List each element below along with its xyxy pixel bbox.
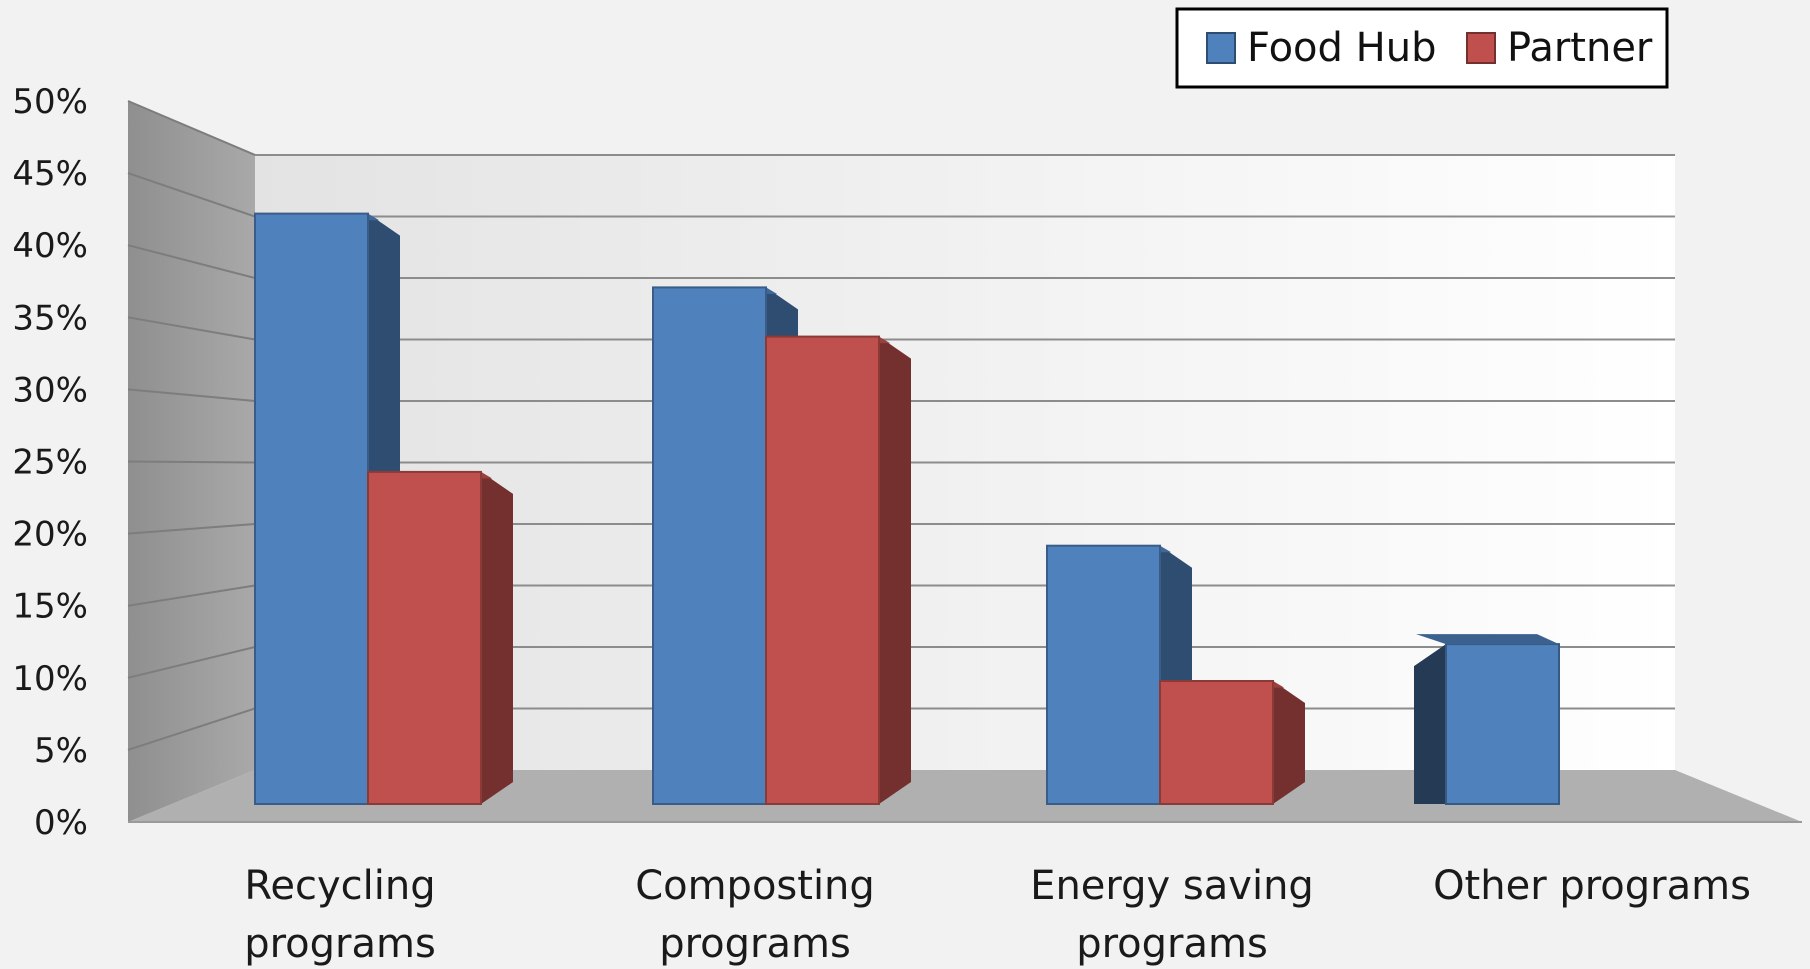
legend-swatch [1466, 32, 1496, 64]
category-label: Recycling programs [244, 863, 436, 967]
legend-box [1175, 7, 1669, 89]
category-label-line: Other programs [1433, 863, 1751, 909]
bar-partner [1159, 680, 1305, 805]
category-label-line: Composting [635, 863, 875, 909]
side-gridline [127, 646, 256, 679]
legend-swatch [1206, 32, 1236, 64]
side-gridline [127, 316, 256, 341]
legend-label: Partner [1507, 25, 1653, 71]
y-axis-ticks: 0% 5% 10% 15% 20% 25% 30% 35% 40% 45% 50% [12, 82, 88, 843]
bar-side-face [1273, 681, 1305, 804]
category-label: Other programs [1433, 863, 1751, 909]
bar-front-face [1445, 643, 1560, 805]
category-label: Composting programs [635, 863, 875, 967]
side-gridline [127, 172, 256, 218]
bar-partner [765, 335, 911, 805]
y-tick-label: 10% [12, 659, 88, 699]
category-label-line: Energy saving [1030, 863, 1314, 909]
side-gridline [127, 244, 256, 279]
side-gridline [127, 100, 256, 156]
side-gridline [127, 523, 256, 535]
side-gridline [127, 388, 256, 402]
category-label-line: programs [659, 921, 851, 967]
y-tick-label: 45% [12, 154, 88, 194]
bar-front-face [1046, 544, 1161, 805]
category-label-line: Recycling [244, 863, 435, 909]
y-tick-label: 25% [12, 443, 88, 483]
bar-front-face [765, 335, 880, 805]
y-tick-label: 50% [12, 82, 88, 122]
side-gridline [127, 460, 256, 464]
bar-front-face [367, 470, 482, 805]
floor [128, 770, 1802, 822]
y-tick-label: 20% [12, 515, 88, 555]
bar-front-face [1159, 680, 1274, 805]
category-label-line: programs [244, 921, 436, 967]
y-tick-label: 5% [34, 731, 88, 771]
y-tick-label: 30% [12, 370, 88, 410]
side-gridline [127, 584, 256, 607]
bars [254, 212, 1560, 806]
legend: Food Hub Partner [1175, 7, 1669, 89]
category-label-line: programs [1076, 921, 1268, 967]
bar-partner [367, 470, 513, 805]
bar-side-face [879, 336, 911, 804]
side-gridline [127, 707, 256, 751]
bar-side-face [1414, 644, 1446, 804]
bar-front-face [254, 212, 369, 806]
bar-top-face [1416, 634, 1559, 645]
bar-food-hub [1414, 634, 1560, 805]
category-label: Energy saving programs [1030, 863, 1314, 967]
bar-front-face [652, 286, 767, 805]
legend-label: Food Hub [1247, 25, 1436, 71]
y-tick-label: 0% [34, 803, 88, 843]
y-tick-label: 15% [12, 587, 88, 627]
bar-side-face [481, 471, 513, 804]
y-tick-label: 35% [12, 298, 88, 338]
y-tick-label: 40% [12, 226, 88, 266]
